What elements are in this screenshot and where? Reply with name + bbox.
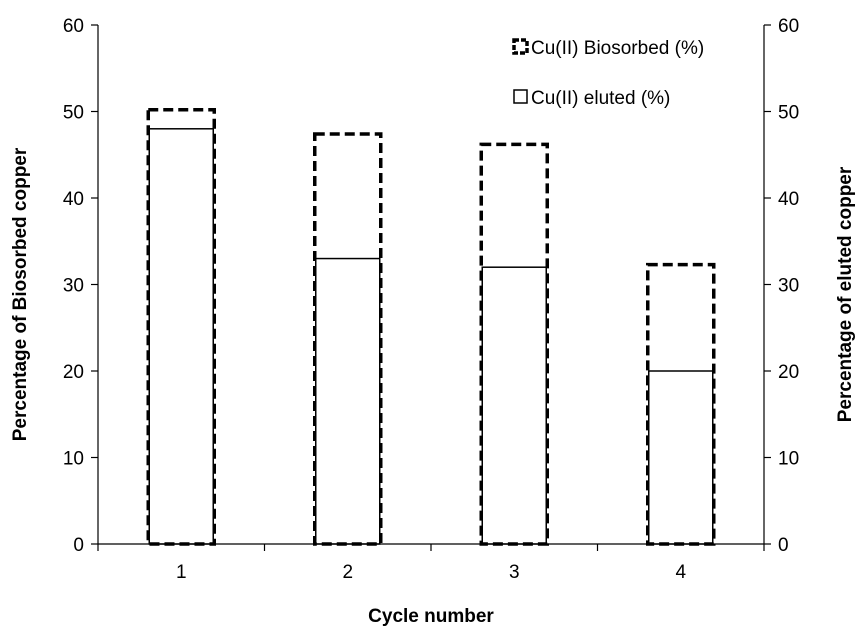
x-tick-label: 2	[342, 562, 353, 583]
left-tick-label: 0	[73, 535, 84, 556]
bar-biosorbed	[313, 132, 383, 546]
left-tick-label: 10	[63, 449, 84, 470]
legend-label-biosorbed: Cu(II) Biosorbed (%)	[531, 38, 704, 59]
bar-eluted	[648, 370, 714, 545]
right-tick-label: 0	[778, 535, 789, 556]
bar-eluted	[481, 266, 547, 545]
right-tick-label: 20	[778, 362, 799, 383]
left-tick-label: 40	[63, 189, 84, 210]
bar-eluted	[315, 257, 381, 545]
x-tick-label: 4	[675, 562, 686, 583]
right-tick-label: 40	[778, 189, 799, 210]
left-y-axis-title: Percentage of Biosorbed copper	[10, 147, 31, 441]
right-tick-label: 60	[778, 16, 799, 37]
legend: Cu(II) Biosorbed (%) Cu(II) eluted (%)	[512, 38, 704, 109]
x-tick-label: 3	[509, 562, 520, 583]
left-tick-label: 20	[63, 362, 84, 383]
eluted-series	[148, 128, 714, 545]
bar-biosorbed	[479, 142, 549, 546]
right-y-axis-title: Percentage of eluted copper	[835, 166, 856, 422]
bar-biosorbed	[146, 108, 216, 546]
right-y-ticks: 0 10 20 30 40 50 60	[764, 16, 799, 556]
right-tick-label: 50	[778, 103, 799, 124]
legend-swatch-eluted	[513, 89, 528, 104]
left-tick-label: 50	[63, 103, 84, 124]
legend-label-eluted: Cu(II) eluted (%)	[531, 88, 670, 109]
bar-biosorbed	[646, 262, 716, 546]
legend-swatch-biosorbed	[512, 38, 529, 55]
x-ticks: 1 2 3 4	[97, 544, 765, 583]
biosorbed-series	[146, 108, 716, 546]
bar-eluted	[148, 128, 214, 545]
x-tick-label: 1	[176, 562, 187, 583]
right-tick-label: 10	[778, 449, 799, 470]
left-tick-label: 30	[63, 276, 84, 297]
left-y-ticks: 0 10 20 30 40 50 60	[63, 16, 98, 556]
x-axis-title: Cycle number	[368, 606, 494, 627]
left-tick-label: 60	[63, 16, 84, 37]
right-tick-label: 30	[778, 276, 799, 297]
